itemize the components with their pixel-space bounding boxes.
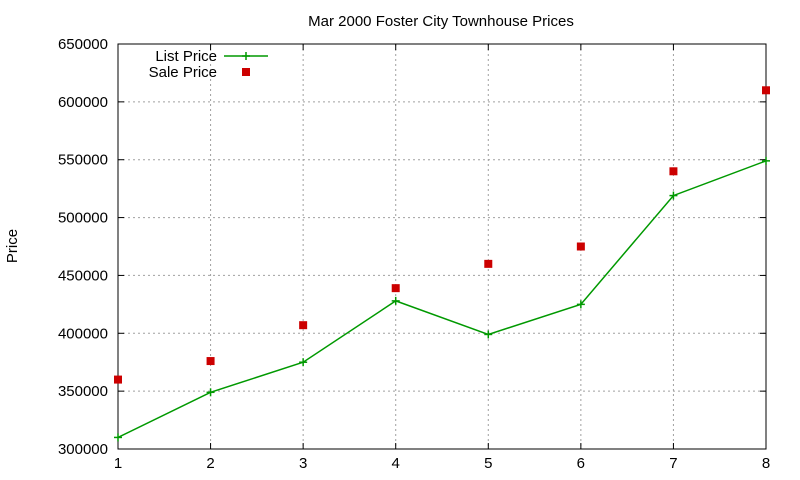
y-tick-label: 300000 (58, 441, 108, 458)
data-point-sale-price (206, 357, 215, 366)
legend-entry-sale-price: Sale Price (149, 64, 250, 81)
legend-label-sale-price: Sale Price (149, 64, 217, 81)
chart-title: Mar 2000 Foster City Townhouse Prices (308, 13, 574, 30)
legend-marker-sale-price (242, 68, 250, 76)
y-tick-label: 600000 (58, 94, 108, 111)
data-point-sale-price (484, 259, 493, 268)
x-tick-label: 5 (484, 455, 492, 472)
x-tick-label: 8 (762, 455, 770, 472)
series-sale-price (114, 86, 770, 384)
data-point-list-price (299, 358, 308, 367)
x-tick-label: 2 (206, 455, 214, 472)
legend-label-list-price: List Price (155, 48, 217, 65)
plot-border (117, 43, 767, 450)
axis-ticks: 300000 350000 400000 450000 500000 550000 6000… (58, 36, 770, 472)
legend-marker-list-price (242, 52, 250, 60)
y-tick-label: 450000 (58, 267, 108, 284)
data-point-list-price (484, 330, 493, 339)
y-tick-label: 500000 (58, 210, 108, 227)
data-point-list-price (762, 156, 770, 165)
data-point-sale-price (391, 284, 400, 293)
data-point-sale-price (299, 321, 308, 330)
series-layer (114, 86, 770, 442)
data-point-list-price (576, 300, 585, 309)
x-tick-label: 3 (299, 455, 307, 472)
data-point-sale-price (576, 242, 585, 251)
grid-lines (118, 44, 766, 449)
data-point-list-price (206, 388, 215, 397)
data-point-list-price (669, 191, 678, 200)
y-axis-label: Price (4, 229, 21, 263)
data-point-list-price (391, 296, 400, 305)
series-list-price (114, 156, 770, 442)
y-tick-label: 650000 (58, 36, 108, 53)
data-point-sale-price (114, 375, 122, 384)
x-tick-label: 6 (577, 455, 585, 472)
x-tick-label: 7 (669, 455, 677, 472)
data-point-sale-price (669, 167, 678, 176)
series-line-list-price (117, 160, 767, 439)
y-tick-label: 350000 (58, 383, 108, 400)
data-point-sale-price (762, 86, 770, 95)
legend-entry-list-price: List Price (155, 48, 268, 65)
x-tick-label: 1 (114, 455, 122, 472)
y-tick-label: 550000 (58, 152, 108, 169)
y-tick-label: 400000 (58, 325, 108, 342)
x-tick-label: 4 (392, 455, 400, 472)
data-point-list-price (114, 433, 122, 442)
